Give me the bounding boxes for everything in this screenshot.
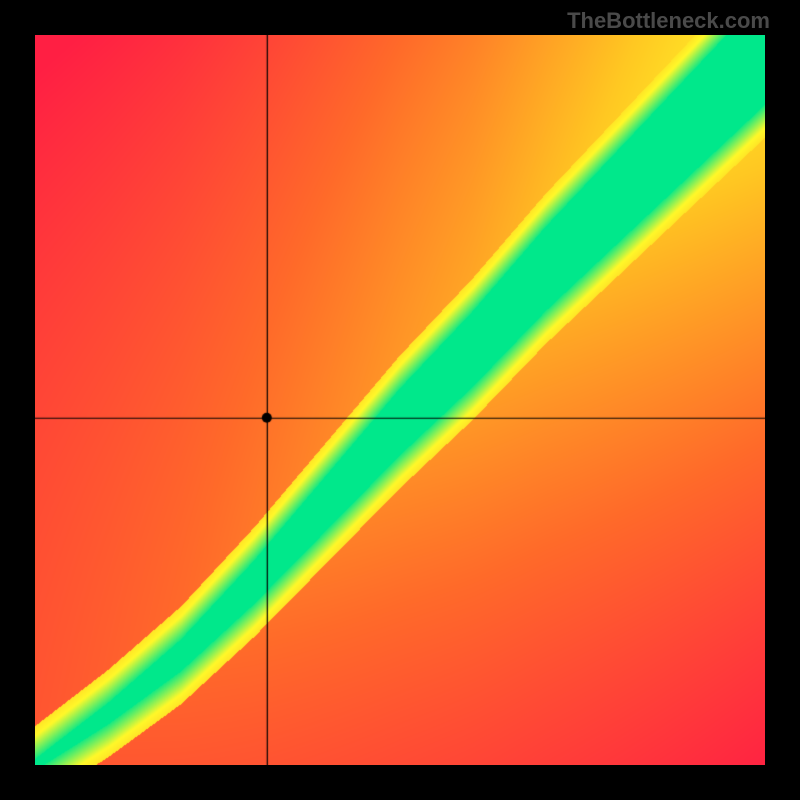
chart-container: TheBottleneck.com (0, 0, 800, 800)
watermark-text: TheBottleneck.com (567, 8, 770, 34)
bottleneck-heatmap (35, 35, 765, 765)
